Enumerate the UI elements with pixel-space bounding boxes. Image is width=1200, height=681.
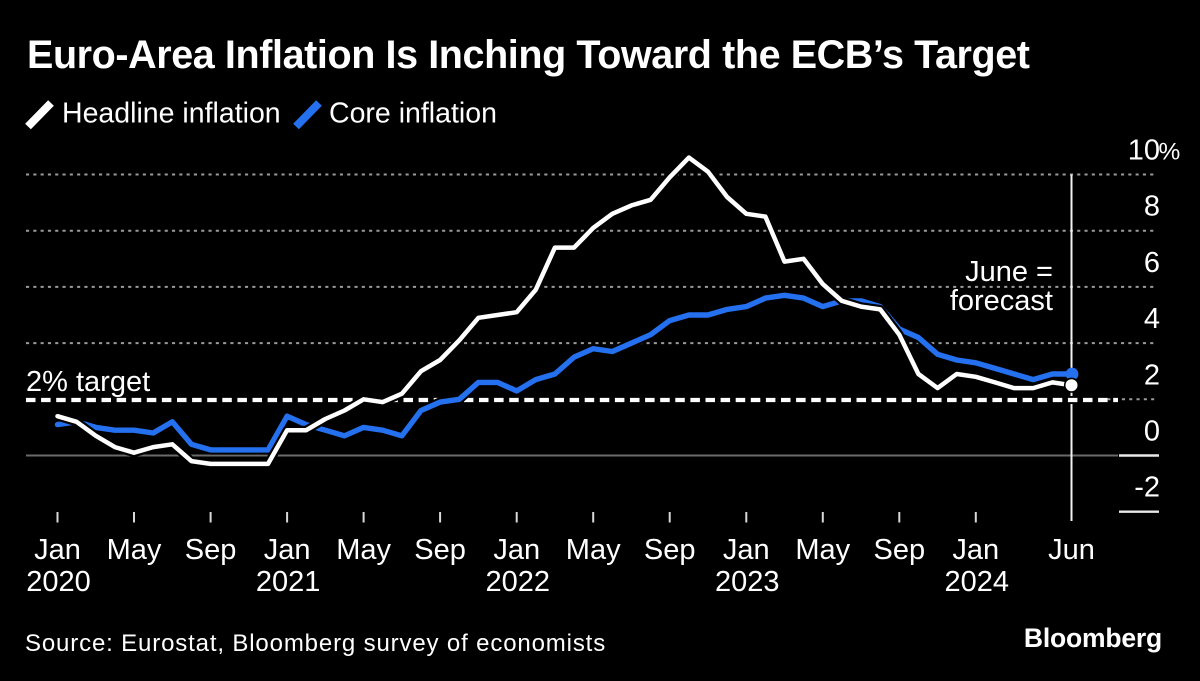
svg-text:Euro-Area Inflation Is Inching: Euro-Area Inflation Is Inching Toward th… (27, 33, 1030, 77)
svg-text:May: May (336, 534, 391, 566)
svg-text:2020: 2020 (26, 566, 91, 598)
svg-text:-2: -2 (1134, 472, 1160, 504)
svg-text:0: 0 (1144, 416, 1160, 448)
svg-text:Core inflation: Core inflation (329, 98, 497, 130)
svg-text:Jan: Jan (493, 534, 540, 566)
svg-text:Sep: Sep (414, 534, 466, 566)
svg-text:Jan: Jan (34, 534, 81, 566)
svg-text:Sep: Sep (185, 534, 237, 566)
svg-text:Sep: Sep (873, 534, 925, 566)
svg-text:June =: June = (965, 256, 1053, 288)
svg-text:10: 10 (1128, 135, 1160, 167)
svg-text:%: % (1159, 139, 1181, 166)
svg-text:2% target: 2% target (26, 366, 150, 398)
svg-text:Source: Eurostat, Bloomberg su: Source: Eurostat, Bloomberg survey of ec… (25, 630, 606, 657)
svg-text:May: May (795, 534, 850, 566)
svg-text:2024: 2024 (945, 566, 1010, 598)
svg-text:Bloomberg: Bloomberg (1024, 623, 1162, 653)
svg-text:Sep: Sep (644, 534, 696, 566)
svg-text:2022: 2022 (485, 566, 550, 598)
svg-text:Headline inflation: Headline inflation (62, 98, 281, 130)
svg-text:Jun: Jun (1048, 534, 1095, 566)
svg-text:Jan: Jan (723, 534, 770, 566)
svg-text:Jan: Jan (264, 534, 311, 566)
svg-text:6: 6 (1144, 247, 1160, 279)
svg-text:May: May (566, 534, 621, 566)
svg-text:4: 4 (1144, 303, 1160, 335)
svg-text:forecast: forecast (950, 285, 1053, 317)
svg-text:2: 2 (1144, 359, 1160, 391)
svg-text:2023: 2023 (715, 566, 780, 598)
svg-text:May: May (107, 534, 162, 566)
svg-text:Jan: Jan (952, 534, 999, 566)
svg-text:8: 8 (1144, 191, 1160, 223)
svg-text:2021: 2021 (256, 566, 321, 598)
